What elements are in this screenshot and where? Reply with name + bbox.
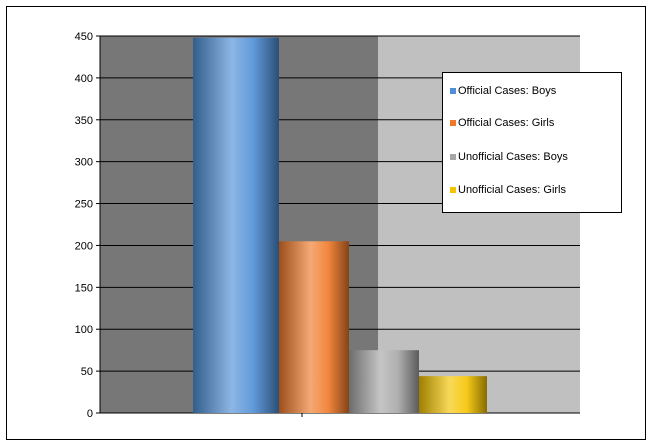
legend: Official Cases: Boys Official Cases: Girl… <box>442 72 622 213</box>
legend-label: Official Cases: Girls <box>458 117 555 129</box>
y-tick-label: 350 <box>75 115 93 127</box>
y-tick-label: 100 <box>75 324 93 336</box>
y-tick-label: 300 <box>75 157 93 169</box>
legend-label: Unofficial Cases: Girls <box>458 184 566 196</box>
bar-official-cases-boys <box>193 37 279 413</box>
legend-swatch <box>450 120 456 126</box>
y-tick-label: 250 <box>75 199 93 211</box>
bar-unofficial-cases-girls <box>419 376 487 413</box>
legend-item: Unofficial Cases: Boys <box>450 150 568 164</box>
legend-swatch <box>450 154 456 160</box>
y-tick-label: 200 <box>75 240 93 252</box>
legend-label: Unofficial Cases: Boys <box>458 151 568 163</box>
bar-unofficial-cases-boys <box>349 350 419 413</box>
bar-official-cases-girls <box>279 241 349 413</box>
legend-item: Unofficial Cases: Girls <box>450 183 566 197</box>
y-tick-label: 400 <box>75 73 93 85</box>
y-tick-label: 150 <box>75 282 93 294</box>
legend-item: Official Cases: Girls <box>450 116 554 130</box>
y-tick-label: 450 <box>75 31 93 43</box>
legend-label: Official Cases: Boys <box>458 85 557 97</box>
y-tick-label: 0 <box>87 408 93 420</box>
legend-swatch <box>450 88 456 94</box>
legend-item: Official Cases: Boys <box>450 84 556 98</box>
legend-swatch <box>450 187 456 193</box>
y-tick-label: 50 <box>81 366 93 378</box>
